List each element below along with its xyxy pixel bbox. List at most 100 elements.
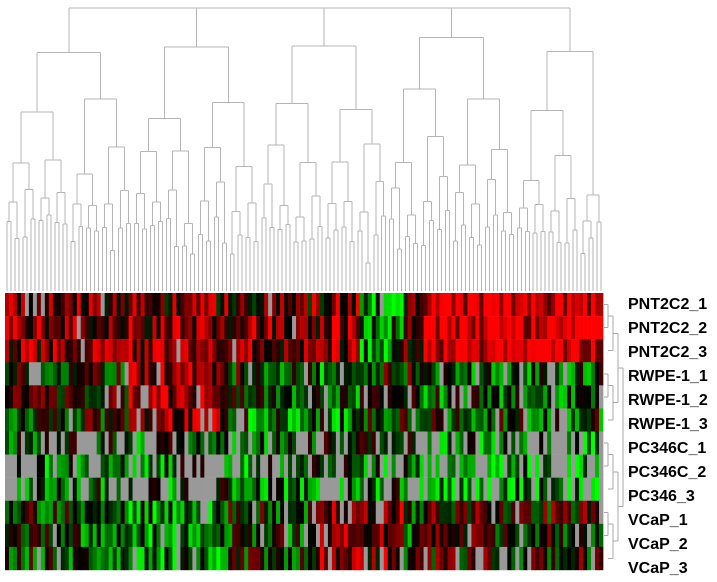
heatmap-cell xyxy=(507,523,512,548)
heatmap-cell xyxy=(240,362,245,386)
heatmap-cell xyxy=(268,362,273,386)
heatmap-cell xyxy=(284,316,289,340)
heatmap-cell xyxy=(343,408,349,432)
heatmap-cell xyxy=(367,523,373,548)
heatmap-cell xyxy=(120,293,125,317)
heatmap-cell xyxy=(124,362,129,386)
heatmap-cell xyxy=(335,293,341,317)
heatmap-cell xyxy=(112,523,117,548)
heatmap-cell xyxy=(415,523,420,548)
heatmap-cell xyxy=(12,293,18,317)
heatmap-cell xyxy=(128,546,133,571)
heatmap-cell xyxy=(475,385,480,409)
heatmap-cell xyxy=(76,454,82,478)
heatmap-cell xyxy=(399,385,405,409)
heatmap-cell xyxy=(252,362,257,386)
heatmap-cell xyxy=(96,385,102,409)
heatmap-cell xyxy=(5,316,10,340)
heatmap-cell xyxy=(419,454,424,478)
heatmap-cell xyxy=(483,339,488,363)
heatmap-cell xyxy=(383,362,389,386)
heatmap-cell xyxy=(220,408,225,432)
heatmap-cell xyxy=(56,362,62,386)
heatmap-cell xyxy=(276,454,281,478)
heatmap-cell xyxy=(92,385,98,409)
heatmap-cell xyxy=(359,293,365,317)
heatmap-cell xyxy=(212,454,217,478)
heatmap-cell xyxy=(583,408,588,432)
heatmap-cell xyxy=(32,362,38,386)
heatmap-cell xyxy=(260,546,265,571)
heatmap-cell xyxy=(236,362,241,386)
heatmap-cell xyxy=(363,385,369,409)
heatmap-cell xyxy=(28,454,34,478)
heatmap-cell xyxy=(92,477,98,501)
heatmap-cell xyxy=(184,408,189,432)
heatmap-cell xyxy=(423,546,428,571)
heatmap-cell xyxy=(487,339,492,363)
heatmap-cell xyxy=(307,408,313,432)
heatmap-cell xyxy=(379,408,385,432)
heatmap-cell xyxy=(188,362,193,386)
heatmap-cell xyxy=(331,431,337,455)
heatmap-cell xyxy=(176,339,181,363)
heatmap-cell xyxy=(387,293,393,317)
heatmap-cell xyxy=(248,454,253,478)
heatmap-cell xyxy=(479,454,484,478)
heatmap-cell xyxy=(327,362,333,386)
heatmap-cell xyxy=(311,523,317,548)
heatmap-cell xyxy=(244,454,249,478)
heatmap-cell xyxy=(547,362,552,386)
heatmap-cell xyxy=(319,454,325,478)
heatmap-cell xyxy=(132,431,137,455)
heatmap-cell xyxy=(511,500,516,525)
heatmap-cell xyxy=(487,362,492,386)
heatmap-cell xyxy=(579,316,584,340)
heatmap-cell xyxy=(40,293,46,317)
heatmap-cell xyxy=(583,293,588,317)
column-dendrogram xyxy=(6,7,602,291)
heatmap-cell xyxy=(527,523,532,548)
heatmap-cell xyxy=(208,546,213,571)
heatmap-cell xyxy=(32,500,38,525)
heatmap-cell xyxy=(535,431,540,455)
heatmap-cell xyxy=(407,454,412,478)
heatmap-cell xyxy=(335,362,341,386)
heatmap-cell xyxy=(224,431,229,455)
heatmap-cell xyxy=(244,546,249,571)
heatmap-cell xyxy=(451,454,456,478)
heatmap-cell xyxy=(96,523,102,548)
heatmap-cell xyxy=(479,316,484,340)
heatmap-cell xyxy=(427,408,432,432)
heatmap-cell xyxy=(8,362,14,386)
heatmap-cell xyxy=(311,477,317,501)
heatmap-cell xyxy=(435,546,440,571)
heatmap-cell xyxy=(20,408,26,432)
heatmap-cell xyxy=(515,362,520,386)
heatmap-cell xyxy=(455,293,460,317)
heatmap-cell xyxy=(563,339,568,363)
heatmap-cell xyxy=(224,316,229,340)
heatmap-cell xyxy=(323,454,329,478)
heatmap-cell xyxy=(184,477,189,501)
heatmap-cell xyxy=(399,523,405,548)
heatmap-cell xyxy=(276,385,281,409)
heatmap-cell xyxy=(515,385,520,409)
heatmap-cell xyxy=(391,431,397,455)
heatmap-cell xyxy=(8,293,14,317)
heatmap-cell xyxy=(260,339,265,363)
heatmap-cell xyxy=(431,477,436,501)
heatmap-cell xyxy=(132,454,137,478)
heatmap-cell xyxy=(343,454,349,478)
heatmap-cell xyxy=(288,385,293,409)
heatmap-cell xyxy=(343,477,349,501)
heatmap-cell xyxy=(347,339,353,363)
heatmap-cell xyxy=(64,339,70,363)
heatmap-cell xyxy=(200,293,205,317)
heatmap-cell xyxy=(387,454,393,478)
heatmap-cell xyxy=(52,454,58,478)
heatmap-cell xyxy=(196,431,201,455)
heatmap-cell xyxy=(204,500,209,525)
heatmap-cell xyxy=(507,408,512,432)
heatmap-cell xyxy=(387,385,393,409)
